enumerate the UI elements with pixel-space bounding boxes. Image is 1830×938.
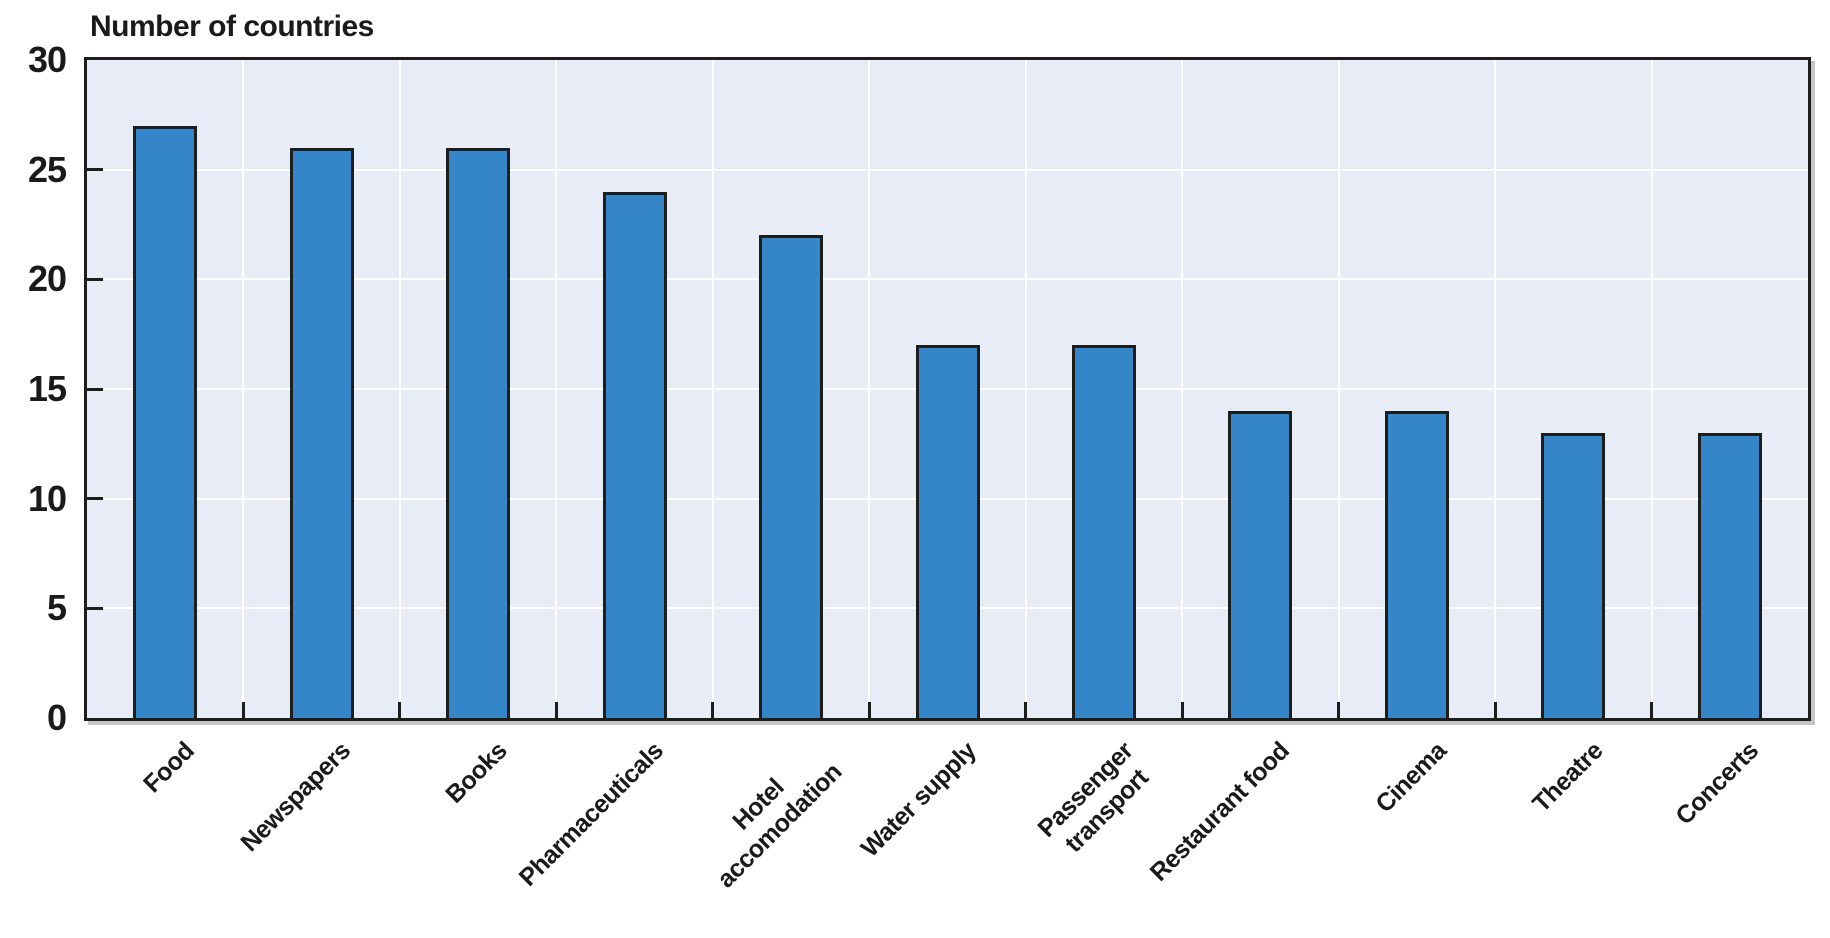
y-tick-label-15: 15: [27, 368, 67, 409]
x-tick-label-concerts: Concerts: [1670, 736, 1765, 831]
x-tick-label-theatre: Theatre: [1526, 736, 1609, 819]
x-tickmark-1: [241, 702, 245, 718]
x-tick-label-line: Theatre: [1526, 736, 1608, 818]
gridline-y-20: [87, 278, 1808, 281]
plot-area: [84, 57, 1811, 721]
y-tick-label-5: 5: [46, 587, 67, 629]
y-tick-label-10: 10: [27, 477, 67, 519]
x-tick-label-line: Food: [138, 736, 200, 799]
gridline-x-9: [1494, 60, 1497, 718]
x-tickmark-7: [1180, 702, 1184, 718]
bar-food: [133, 125, 198, 718]
bar-water-supply: [915, 345, 980, 718]
x-tick-label-books: Books: [440, 736, 513, 809]
gridline-x-7: [1181, 60, 1184, 718]
x-tick-label-hotel-accomodation: Hotel accomodation: [689, 736, 847, 894]
x-tick-label-passenger-transport: Passenger transport: [1032, 736, 1161, 865]
x-tick-label-line: Concerts: [1670, 736, 1765, 831]
x-tickmark-10: [1650, 702, 1654, 718]
chart-title: Number of countries: [90, 10, 374, 43]
x-tickmark-2: [398, 702, 402, 718]
x-tick-label-restaurant-food: Restaurant food: [1144, 736, 1295, 887]
x-tick-label-cinema: Cinema: [1369, 736, 1452, 819]
x-tickmark-5: [867, 702, 871, 718]
y-tickmark-15: [87, 387, 103, 391]
y-tickmark-10: [87, 497, 103, 501]
x-tick-label-pharmaceuticals: Pharmaceuticals: [513, 736, 669, 892]
x-tickmark-3: [554, 702, 558, 718]
x-tick-label-line: Books: [440, 736, 513, 809]
bar-theatre: [1541, 432, 1606, 718]
y-tick-label-30: 30: [27, 39, 67, 80]
gridline-y-25: [87, 168, 1808, 171]
x-tick-label-line: Newspapers: [235, 736, 357, 858]
y-tickmark-20: [87, 277, 103, 281]
bar-books: [446, 147, 511, 718]
y-tick-label-20: 20: [27, 258, 67, 300]
gridline-x-5: [868, 60, 871, 718]
gridline-x-1: [242, 60, 245, 718]
bar-concerts: [1697, 432, 1762, 718]
y-tick-label-0: 0: [46, 697, 67, 738]
gridline-x-4: [711, 60, 714, 718]
x-tickmark-8: [1337, 702, 1341, 718]
x-tick-label-water-supply: Water supply: [855, 736, 982, 863]
bar-cinema: [1384, 410, 1449, 718]
x-tick-label-line: Restaurant food: [1144, 736, 1295, 887]
bar-restaurant-food: [1228, 410, 1293, 718]
x-tickmark-9: [1493, 702, 1497, 718]
x-tick-label-line: Pharmaceuticals: [514, 736, 670, 892]
x-tick-label-line: Water supply: [856, 736, 983, 863]
bar-hotel-accomodation: [759, 235, 824, 718]
x-tick-label-newspapers: Newspapers: [235, 736, 357, 858]
y-tickmark-25: [87, 168, 103, 172]
x-tickmark-6: [1024, 702, 1028, 718]
x-tick-label-food: Food: [137, 736, 200, 799]
gridline-x-2: [398, 60, 401, 718]
gridline-x-6: [1024, 60, 1027, 718]
gridline-x-10: [1650, 60, 1653, 718]
gridline-x-8: [1337, 60, 1340, 718]
bar-pharmaceuticals: [602, 191, 667, 718]
y-tick-label-25: 25: [27, 148, 67, 190]
x-tick-label-line: Cinema: [1369, 736, 1452, 819]
gridline-x-3: [555, 60, 558, 718]
x-tickmark-4: [711, 702, 715, 718]
bar-newspapers: [289, 147, 354, 718]
bar-passenger-transport: [1071, 345, 1136, 718]
y-tickmark-5: [87, 606, 103, 610]
